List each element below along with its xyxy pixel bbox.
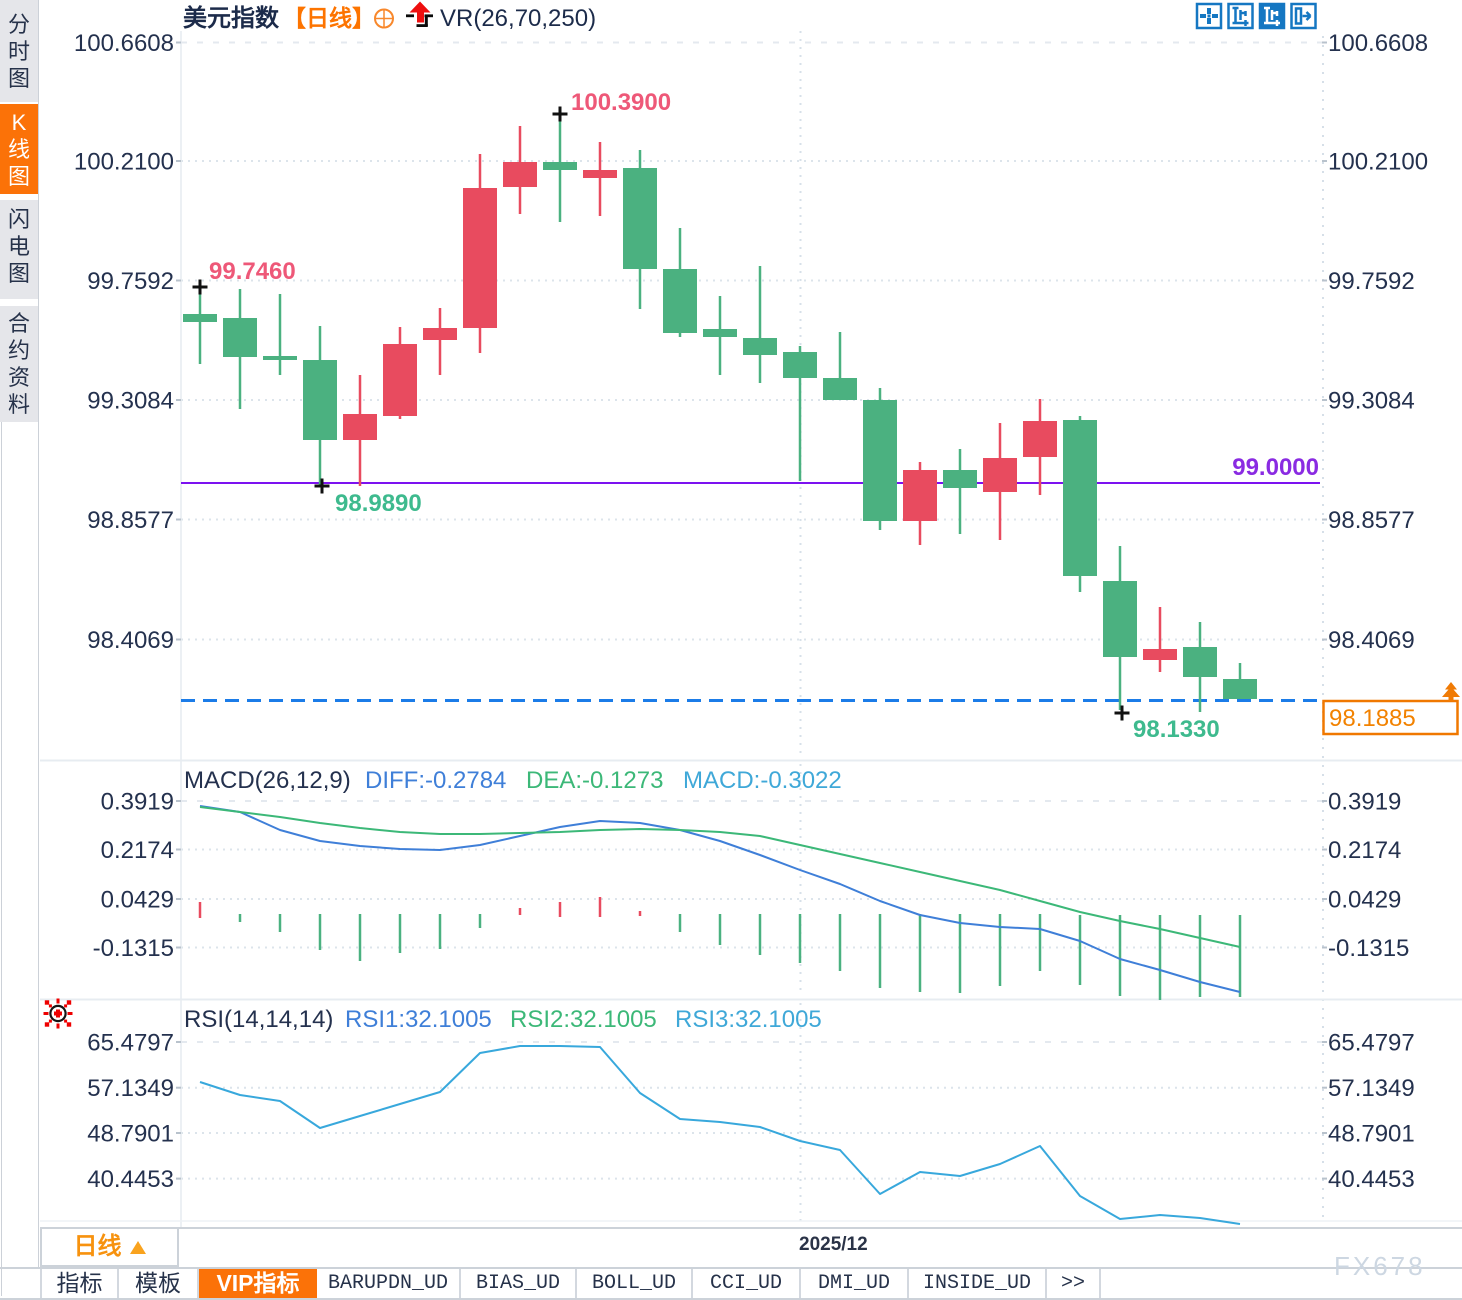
svg-text:99.7460: 99.7460 [209,258,296,285]
svg-text:98.8577: 98.8577 [1328,507,1415,534]
svg-text:0.3919: 0.3919 [1328,789,1401,816]
svg-text:48.7901: 48.7901 [87,1121,174,1148]
svg-text:57.1349: 57.1349 [87,1075,174,1102]
svg-text:99.7592: 99.7592 [1328,268,1415,295]
svg-text:DIFF:-0.2784: DIFF:-0.2784 [365,767,506,794]
svg-text:RSI2:32.1005: RSI2:32.1005 [510,1006,657,1033]
svg-text:99.3084: 99.3084 [1328,388,1415,415]
svg-text:98.4069: 98.4069 [87,627,174,654]
svg-text:57.1349: 57.1349 [1328,1075,1415,1102]
svg-text:100.6608: 100.6608 [74,30,174,57]
svg-text:65.4797: 65.4797 [1328,1030,1415,1057]
svg-text:98.1885: 98.1885 [1329,705,1416,732]
svg-text:0.0429: 0.0429 [101,887,174,914]
svg-text:MACD:-0.3022: MACD:-0.3022 [683,767,842,794]
svg-text:0.0429: 0.0429 [1328,887,1401,914]
svg-text:100.2100: 100.2100 [74,149,174,176]
svg-text:99.0000: 99.0000 [1232,454,1319,481]
svg-text:99.7592: 99.7592 [87,268,174,295]
svg-text:40.4453: 40.4453 [1328,1166,1415,1193]
svg-text:VR(26,70,250): VR(26,70,250) [440,5,596,32]
svg-text:100.2100: 100.2100 [1328,149,1428,176]
svg-text:48.7901: 48.7901 [1328,1121,1415,1148]
svg-text:65.4797: 65.4797 [87,1030,174,1057]
svg-text:98.4069: 98.4069 [1328,627,1415,654]
svg-text:【日线】: 【日线】 [283,5,375,31]
svg-text:99.3084: 99.3084 [87,388,174,415]
svg-text:0.3919: 0.3919 [101,789,174,816]
svg-text:-0.1315: -0.1315 [93,935,174,962]
svg-text:98.9890: 98.9890 [335,490,422,517]
svg-text:98.1330: 98.1330 [1133,716,1220,743]
svg-text:RSI3:32.1005: RSI3:32.1005 [675,1006,822,1033]
svg-text:0.2174: 0.2174 [101,837,174,864]
svg-text:40.4453: 40.4453 [87,1166,174,1193]
svg-text:RSI(14,14,14): RSI(14,14,14) [184,1006,333,1033]
svg-text:0.2174: 0.2174 [1328,837,1401,864]
svg-text:RSI1:32.1005: RSI1:32.1005 [345,1006,492,1033]
svg-text:98.8577: 98.8577 [87,507,174,534]
svg-text:美元指数: 美元指数 [183,4,280,32]
svg-text:-0.1315: -0.1315 [1328,935,1409,962]
svg-text:100.6608: 100.6608 [1328,30,1428,57]
svg-text:100.3900: 100.3900 [571,89,671,116]
svg-text:DEA:-0.1273: DEA:-0.1273 [526,767,663,794]
svg-text:MACD(26,12,9): MACD(26,12,9) [184,767,351,794]
